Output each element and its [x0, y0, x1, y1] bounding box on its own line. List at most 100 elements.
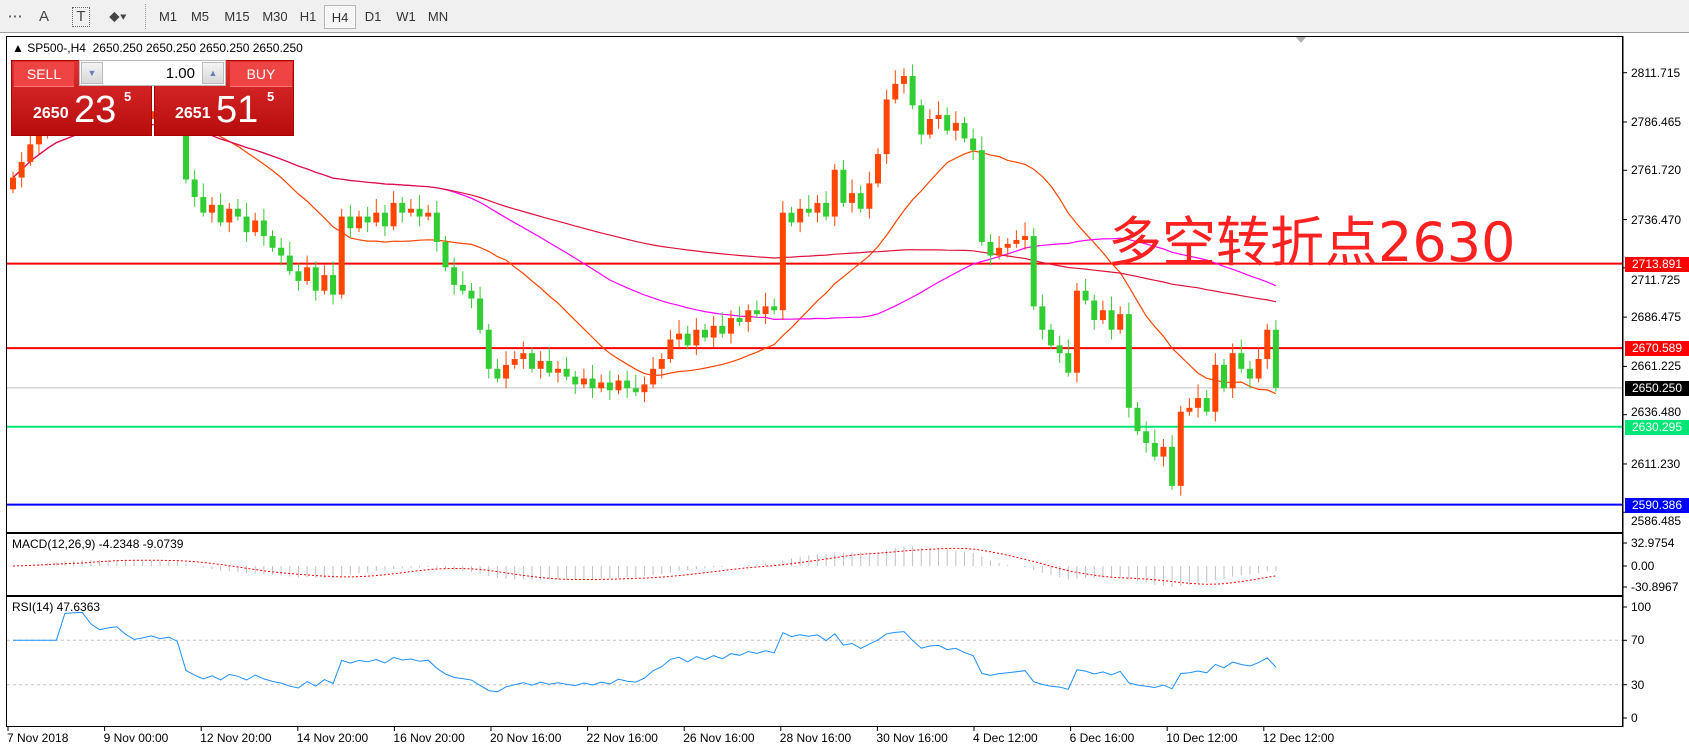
timeframe-m30-button[interactable]: M30: [262, 9, 288, 24]
candle-body: [1117, 314, 1124, 330]
price-tick-label: 2786.465: [1631, 114, 1682, 129]
toolbar-separator: [145, 4, 148, 29]
moving-average-slow-line: [12, 122, 1277, 303]
candle-body: [1056, 345, 1063, 354]
candle-body: [797, 208, 804, 223]
candle-body: [857, 193, 864, 209]
candle-body: [918, 105, 925, 135]
candle-body: [1229, 353, 1236, 389]
price-tick-label: 2761.720: [1631, 163, 1682, 178]
candle-body: [1143, 431, 1150, 443]
candle-body: [598, 382, 605, 389]
candle-body: [1246, 368, 1253, 379]
timeframe-h4-button[interactable]: H4: [324, 5, 356, 29]
rsi-tick-label: 30: [1631, 677, 1645, 692]
candle-body: [459, 284, 466, 291]
candle-body: [269, 236, 276, 248]
time-tick-label: 10 Dec 12:00: [1166, 731, 1238, 745]
collapse-triangle-icon[interactable]: ▲: [12, 41, 28, 55]
timeframe-d1-button[interactable]: D1: [364, 9, 382, 24]
candle-body: [390, 202, 397, 227]
time-tick-label: 26 Nov 16:00: [683, 731, 755, 745]
candle-body: [1099, 310, 1106, 320]
candle-body: [736, 318, 743, 322]
volume-increase-button[interactable]: ▲: [202, 62, 224, 84]
candle-body: [1134, 407, 1141, 432]
candle-body: [961, 122, 968, 139]
candle-body: [563, 368, 570, 377]
candle-body: [407, 208, 414, 213]
toolbar: ⋯ A T ⬥▾ M1 M5 M15 M30 H1 H4 D1 W1 MN: [0, 0, 1689, 33]
time-tick-label: 20 Nov 16:00: [490, 731, 562, 745]
candle-body: [1272, 329, 1279, 388]
price-tick-label: 2811.715: [1631, 65, 1681, 80]
annotation-text[interactable]: 多空转折点2630: [1108, 211, 1516, 274]
candle-body: [831, 169, 838, 217]
candle-body: [234, 208, 241, 217]
candle-body: [304, 267, 311, 281]
time-tick-label: 14 Nov 20:00: [296, 731, 369, 745]
timeframe-m1-button[interactable]: M1: [158, 9, 178, 24]
candle-body: [278, 247, 285, 256]
chart-shift-marker-icon[interactable]: [1296, 37, 1306, 43]
rsi-label: RSI(14) 47.6363: [12, 600, 101, 614]
buy-button[interactable]: BUY: [230, 62, 292, 87]
volume-input[interactable]: 1.00: [165, 65, 195, 82]
volume-stepper[interactable]: ▼ 1.00 ▲: [79, 60, 226, 86]
one-click-trading-panel: SELL 2650 23 5 BUY 2651 51 5 ▼ 1.00 ▲: [11, 60, 294, 136]
candle-body: [520, 353, 527, 360]
candle-body: [650, 368, 657, 385]
volume-decrease-button[interactable]: ▼: [81, 62, 103, 84]
timeframe-h1-button[interactable]: H1: [299, 9, 317, 24]
rsi-tick-label: 0: [1631, 711, 1638, 725]
candle-body: [546, 360, 553, 373]
candle-body: [926, 118, 933, 135]
candle-body: [875, 154, 881, 184]
candle-body: [641, 384, 648, 393]
level-label-bid: 2650.250: [1625, 380, 1689, 396]
candle-body: [952, 122, 959, 131]
timeframe-mn-button[interactable]: MN: [427, 9, 449, 24]
price-tick-label: 2586.485: [1631, 513, 1682, 528]
candle-body: [468, 290, 475, 299]
arrows-tool-icon[interactable]: ⬥▾: [109, 8, 127, 25]
candle-body: [779, 212, 786, 311]
candle-body: [537, 360, 544, 369]
sell-price-prefix: 2650: [33, 105, 69, 122]
rsi-tick-label: 70: [1631, 633, 1645, 648]
candle-body: [632, 388, 639, 393]
candle-body: [494, 368, 501, 379]
candle-body: [909, 76, 916, 106]
candle-body: [338, 216, 345, 295]
price-tick-label: 2636.480: [1631, 404, 1682, 419]
candle-body: [1048, 329, 1054, 346]
candle-body: [900, 76, 907, 84]
candle-body: [1160, 446, 1167, 457]
text-tool-icon[interactable]: A: [38, 8, 49, 25]
macd-tick-label: 0.00: [1631, 559, 1655, 573]
symbol-header: ▲ SP500-,H4 2650.250 2650.250 2650.250 2…: [12, 41, 303, 55]
candle-body: [321, 275, 328, 291]
candle-body: [1091, 300, 1098, 320]
price-tick-label: 2661.225: [1631, 359, 1682, 374]
candle-body: [788, 212, 795, 223]
candle-body: [381, 212, 388, 227]
candle-body: [883, 99, 890, 155]
candle-body: [840, 169, 847, 203]
candle-body: [312, 267, 319, 291]
candle-body: [416, 208, 423, 217]
period-separator-icon[interactable]: ⋯: [7, 8, 23, 25]
candle-body: [684, 333, 691, 346]
price-tick-label: 2611.230: [1631, 456, 1681, 471]
timeframe-m15-button[interactable]: M15: [224, 9, 250, 24]
text-label-tool-icon[interactable]: T: [72, 7, 90, 27]
timeframe-w1-button[interactable]: W1: [396, 9, 416, 24]
candle-body: [771, 306, 778, 311]
candle-body: [702, 329, 708, 338]
timeframe-m5-button[interactable]: M5: [190, 9, 210, 24]
candle-body: [217, 204, 224, 223]
price-tick-label: 2711.725: [1631, 272, 1681, 287]
time-tick-label: 12 Nov 20:00: [200, 731, 272, 745]
sell-button[interactable]: SELL: [14, 62, 74, 87]
